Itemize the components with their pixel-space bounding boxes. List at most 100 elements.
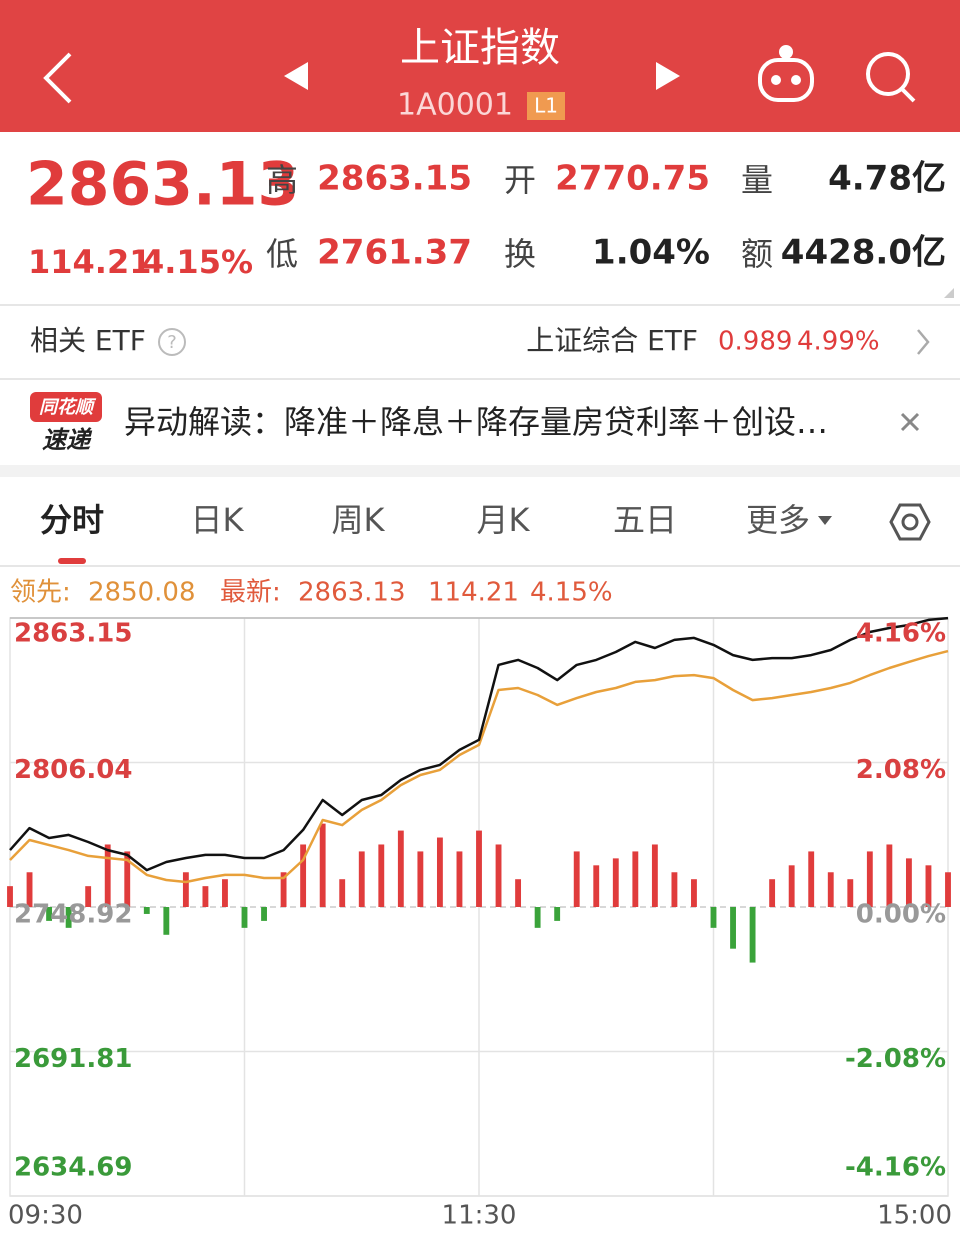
brand-top: 同花顺 (39, 397, 97, 418)
strength-bar (905, 858, 912, 907)
strength-bar (182, 872, 189, 907)
badge: L1 (534, 94, 558, 118)
stat-label: 高 (266, 161, 298, 199)
news-text[interactable]: 异动解读：降准＋降息＋降存量房贷利率＋创设… (124, 403, 828, 441)
y-tick-label: 2863.15 (14, 619, 132, 649)
strength-bar (515, 879, 522, 907)
strength-bar (866, 851, 873, 907)
dropdown-caret (818, 516, 832, 525)
stat-value: 1.04% (592, 233, 710, 273)
strength-bar (436, 837, 443, 907)
strength-bar (358, 851, 365, 907)
strength-bar (612, 858, 619, 907)
strength-bar (456, 851, 463, 907)
strength-bar (26, 872, 33, 907)
strength-bar (691, 879, 697, 907)
tab[interactable]: 更多 (746, 501, 810, 539)
y-tick-label: 2691.81 (14, 1044, 132, 1074)
stat-value: 2770.75 (555, 159, 710, 199)
strength-bar (886, 844, 893, 907)
strength-bar (808, 851, 815, 907)
strength-bar (261, 907, 267, 921)
back-button[interactable] (43, 52, 72, 104)
y2-tick-label: 2.08% (856, 755, 946, 785)
brand-box (30, 392, 102, 422)
strength-bar (710, 907, 717, 928)
strength-bar (730, 907, 736, 949)
badge-box (527, 92, 565, 120)
price-line (9, 649, 949, 884)
tab[interactable]: 周K (332, 501, 386, 539)
intraday-chart: 2634.69 2691.81 2748.92 2806.04 2863.15 -4.16… (7, 616, 952, 1231)
legend-name: 最新: (220, 578, 281, 608)
legend-name: 领先: (10, 578, 71, 608)
tab-indicator (58, 558, 86, 564)
stat-label: 换 (504, 235, 536, 273)
strength-bar (124, 851, 131, 907)
strength-bar (319, 823, 326, 907)
change: 114.21 (28, 243, 151, 281)
strength-bar (945, 872, 951, 907)
y2-tick-label: -4.16% (845, 1153, 946, 1183)
x-tick-label: 11:30 (442, 1201, 517, 1231)
stat-label: 额 (741, 235, 773, 273)
stat-label: 量 (741, 161, 773, 199)
stat-label: 开 (504, 161, 536, 199)
strength-bar (476, 830, 482, 907)
spacer (0, 465, 960, 477)
search-icon[interactable] (866, 52, 916, 103)
stat-value: 2863.15 (317, 159, 472, 199)
y2-tick-label: -2.08% (845, 1044, 946, 1074)
tab[interactable]: 日K (191, 501, 245, 539)
strength-bar (632, 851, 639, 907)
tab[interactable]: 月K (477, 501, 531, 539)
strength-bar (241, 907, 248, 928)
legend-change: 114.21 (428, 578, 519, 608)
strength-bar (749, 907, 756, 963)
price-line (9, 616, 949, 872)
tab[interactable]: 五日 (613, 501, 677, 539)
header-bar (0, 0, 960, 132)
close-button[interactable] (900, 412, 920, 432)
legend-value: 2863.13 (298, 578, 406, 608)
prev-button[interactable] (284, 62, 308, 90)
next-button[interactable] (656, 62, 680, 90)
help-icon[interactable]: ? (158, 328, 186, 356)
strength-bar (417, 851, 424, 907)
strength-bar (554, 907, 561, 921)
strength-bar (143, 907, 150, 914)
strength-bar (300, 844, 307, 907)
strength-bar (495, 844, 502, 907)
stat-value: 4428.0亿 (781, 233, 946, 273)
strength-bar (671, 872, 678, 907)
etf-price: 0.989 (718, 327, 792, 357)
strength-bar (827, 872, 834, 907)
title: 上证指数 (400, 25, 560, 71)
strength-bar (593, 865, 600, 907)
strength-bar (65, 907, 72, 928)
strength-bar (925, 865, 932, 907)
strength-bar (573, 851, 580, 907)
y2-tick-label: 4.16% (856, 619, 946, 649)
code: 1A0001 (397, 88, 513, 123)
strength-bar (847, 879, 854, 907)
robot-icon[interactable] (758, 45, 814, 102)
x-tick-label: 09:30 (8, 1201, 83, 1231)
etf-name[interactable]: 上证综合 ETF (526, 324, 698, 357)
settings-icon[interactable] (889, 503, 931, 541)
strength-bar (104, 844, 111, 907)
price: 2863.13 (26, 150, 299, 220)
stat-label: 低 (266, 235, 298, 273)
stat-value: 2761.37 (317, 233, 472, 273)
etf-arrow[interactable] (917, 329, 930, 355)
strength-bar (163, 907, 170, 935)
strength-bar (46, 907, 53, 921)
corner-mark (944, 288, 954, 298)
svg-text:?: ? (167, 332, 177, 353)
tab-active[interactable]: 分时 (40, 501, 104, 539)
y-tick-label: 2748.92 (14, 900, 132, 930)
strength-bar (339, 879, 346, 907)
legend-pct: 4.15% (530, 578, 613, 608)
strength-bar (378, 844, 385, 907)
y-tick-label: 2806.04 (14, 755, 132, 785)
